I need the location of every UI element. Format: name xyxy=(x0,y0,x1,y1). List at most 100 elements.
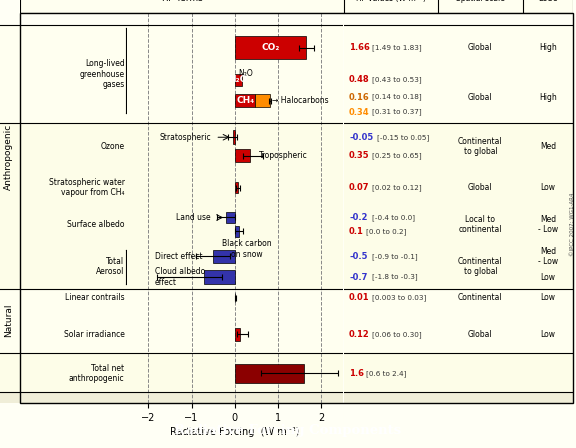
Text: Continental: Continental xyxy=(458,293,503,302)
Bar xyxy=(523,353,573,392)
Bar xyxy=(127,25,343,124)
Text: Radiative Forcing Components: Radiative Forcing Components xyxy=(175,423,401,437)
Text: N₂O: N₂O xyxy=(229,75,248,84)
Text: 0.01: 0.01 xyxy=(349,293,370,302)
Text: Anthropogenic: Anthropogenic xyxy=(4,124,13,190)
Bar xyxy=(234,36,306,59)
Text: Low: Low xyxy=(540,330,556,339)
Text: [0.02 to 0.12]: [0.02 to 0.12] xyxy=(372,184,421,191)
Text: [0.06 to 0.30]: [0.06 to 0.30] xyxy=(372,331,421,338)
Text: [0.14 to 0.18]: [0.14 to 0.18] xyxy=(372,94,421,100)
Text: CO₂: CO₂ xyxy=(262,43,280,52)
Text: [-1.8 to -0.3]: [-1.8 to -0.3] xyxy=(372,274,417,280)
Text: N₂O: N₂O xyxy=(238,69,253,78)
Text: Stratospheric water
vapour from CH₄: Stratospheric water vapour from CH₄ xyxy=(48,178,124,198)
Text: -0.05: -0.05 xyxy=(349,133,373,142)
Bar xyxy=(523,289,573,353)
Bar xyxy=(255,94,270,108)
Bar xyxy=(0,25,20,124)
Text: RF values (W m⁻²): RF values (W m⁻²) xyxy=(356,0,426,4)
Text: Global: Global xyxy=(468,93,492,102)
Bar xyxy=(344,25,438,124)
Text: Continental
to global: Continental to global xyxy=(458,137,503,156)
Text: -0.2: -0.2 xyxy=(349,213,367,222)
Text: Spatial scale: Spatial scale xyxy=(456,0,505,4)
Bar xyxy=(344,353,438,392)
Text: Global: Global xyxy=(468,43,492,52)
Bar xyxy=(438,25,523,124)
Bar xyxy=(20,392,127,403)
Text: [0.31 to 0.37]: [0.31 to 0.37] xyxy=(372,109,421,116)
Text: 0.48: 0.48 xyxy=(349,75,370,84)
Text: ©IPCC 2007: WG1-AR4: ©IPCC 2007: WG1-AR4 xyxy=(570,192,575,256)
Text: [0.6 to 2.4]: [0.6 to 2.4] xyxy=(366,370,407,377)
Text: Direct effect: Direct effect xyxy=(155,252,202,261)
Text: [0.43 to 0.53]: [0.43 to 0.53] xyxy=(372,77,421,83)
Bar xyxy=(0,353,20,392)
Text: Tropospheric: Tropospheric xyxy=(259,151,307,160)
Text: Global: Global xyxy=(468,330,492,339)
Bar xyxy=(523,124,573,289)
Bar xyxy=(127,392,343,403)
Text: CH₄: CH₄ xyxy=(236,96,254,105)
Text: Black carbon
on snow: Black carbon on snow xyxy=(222,239,272,258)
Text: Ozone: Ozone xyxy=(100,142,124,151)
Text: [-0.9 to -0.1]: [-0.9 to -0.1] xyxy=(372,253,417,260)
Text: 0.34: 0.34 xyxy=(349,108,370,116)
Bar xyxy=(20,25,127,124)
Text: Med: Med xyxy=(540,142,556,151)
Text: 0.07: 0.07 xyxy=(349,183,370,192)
Text: 0.35: 0.35 xyxy=(349,151,370,160)
Text: 1.66: 1.66 xyxy=(349,43,370,52)
Bar xyxy=(213,250,234,263)
Text: High: High xyxy=(539,93,557,102)
Bar xyxy=(127,353,343,392)
Text: Long-lived
greenhouse
gases: Long-lived greenhouse gases xyxy=(79,59,124,89)
Text: Cloud albedo
effect: Cloud albedo effect xyxy=(155,267,205,287)
Text: Low: Low xyxy=(540,272,556,282)
Text: 1.6: 1.6 xyxy=(349,369,364,378)
Text: Solar irradiance: Solar irradiance xyxy=(64,330,124,339)
Text: Land use: Land use xyxy=(176,213,211,222)
Text: 0.16: 0.16 xyxy=(349,93,370,102)
Text: Continental
to global: Continental to global xyxy=(458,257,503,276)
Text: 0.12: 0.12 xyxy=(349,330,370,339)
Text: LOSU: LOSU xyxy=(538,0,558,4)
Bar xyxy=(234,327,240,341)
Bar xyxy=(20,353,127,392)
Text: Natural: Natural xyxy=(4,304,13,337)
Bar xyxy=(523,25,573,124)
Text: [0.0 to 0.2]: [0.0 to 0.2] xyxy=(366,228,407,235)
Bar xyxy=(234,182,238,194)
Bar xyxy=(204,270,234,284)
Text: Total net
anthropogenic: Total net anthropogenic xyxy=(69,364,124,383)
Text: [1.49 to 1.83]: [1.49 to 1.83] xyxy=(372,44,421,51)
Bar xyxy=(234,225,239,237)
Bar xyxy=(438,289,523,353)
Bar xyxy=(344,392,438,403)
Text: Low: Low xyxy=(540,293,556,302)
Text: Local to
continental: Local to continental xyxy=(458,215,502,234)
Text: [0.003 to 0.03]: [0.003 to 0.03] xyxy=(372,294,426,301)
Bar xyxy=(523,392,573,403)
Text: Stratospheric: Stratospheric xyxy=(160,133,211,142)
Bar xyxy=(20,124,127,289)
Bar xyxy=(438,124,523,289)
Bar xyxy=(0,289,20,353)
Text: Total
Aerosol: Total Aerosol xyxy=(96,257,124,276)
Text: [-0.15 to 0.05]: [-0.15 to 0.05] xyxy=(377,134,429,141)
Text: Linear contrails: Linear contrails xyxy=(65,293,124,302)
Bar xyxy=(127,289,343,353)
Text: RF Terms: RF Terms xyxy=(162,0,203,4)
Bar xyxy=(438,392,523,403)
Bar xyxy=(344,124,438,289)
Text: [-0.4 to 0.0]: [-0.4 to 0.0] xyxy=(372,214,415,221)
Text: Med
- Low: Med - Low xyxy=(538,215,558,234)
Bar xyxy=(0,124,20,289)
Bar xyxy=(226,212,234,223)
Text: → Halocarbons: → Halocarbons xyxy=(272,96,328,105)
Bar xyxy=(0,392,20,403)
Bar xyxy=(234,94,255,108)
X-axis label: Radiative Forcing  (W m⁻²): Radiative Forcing (W m⁻²) xyxy=(170,427,300,437)
Text: -0.5: -0.5 xyxy=(349,252,367,261)
